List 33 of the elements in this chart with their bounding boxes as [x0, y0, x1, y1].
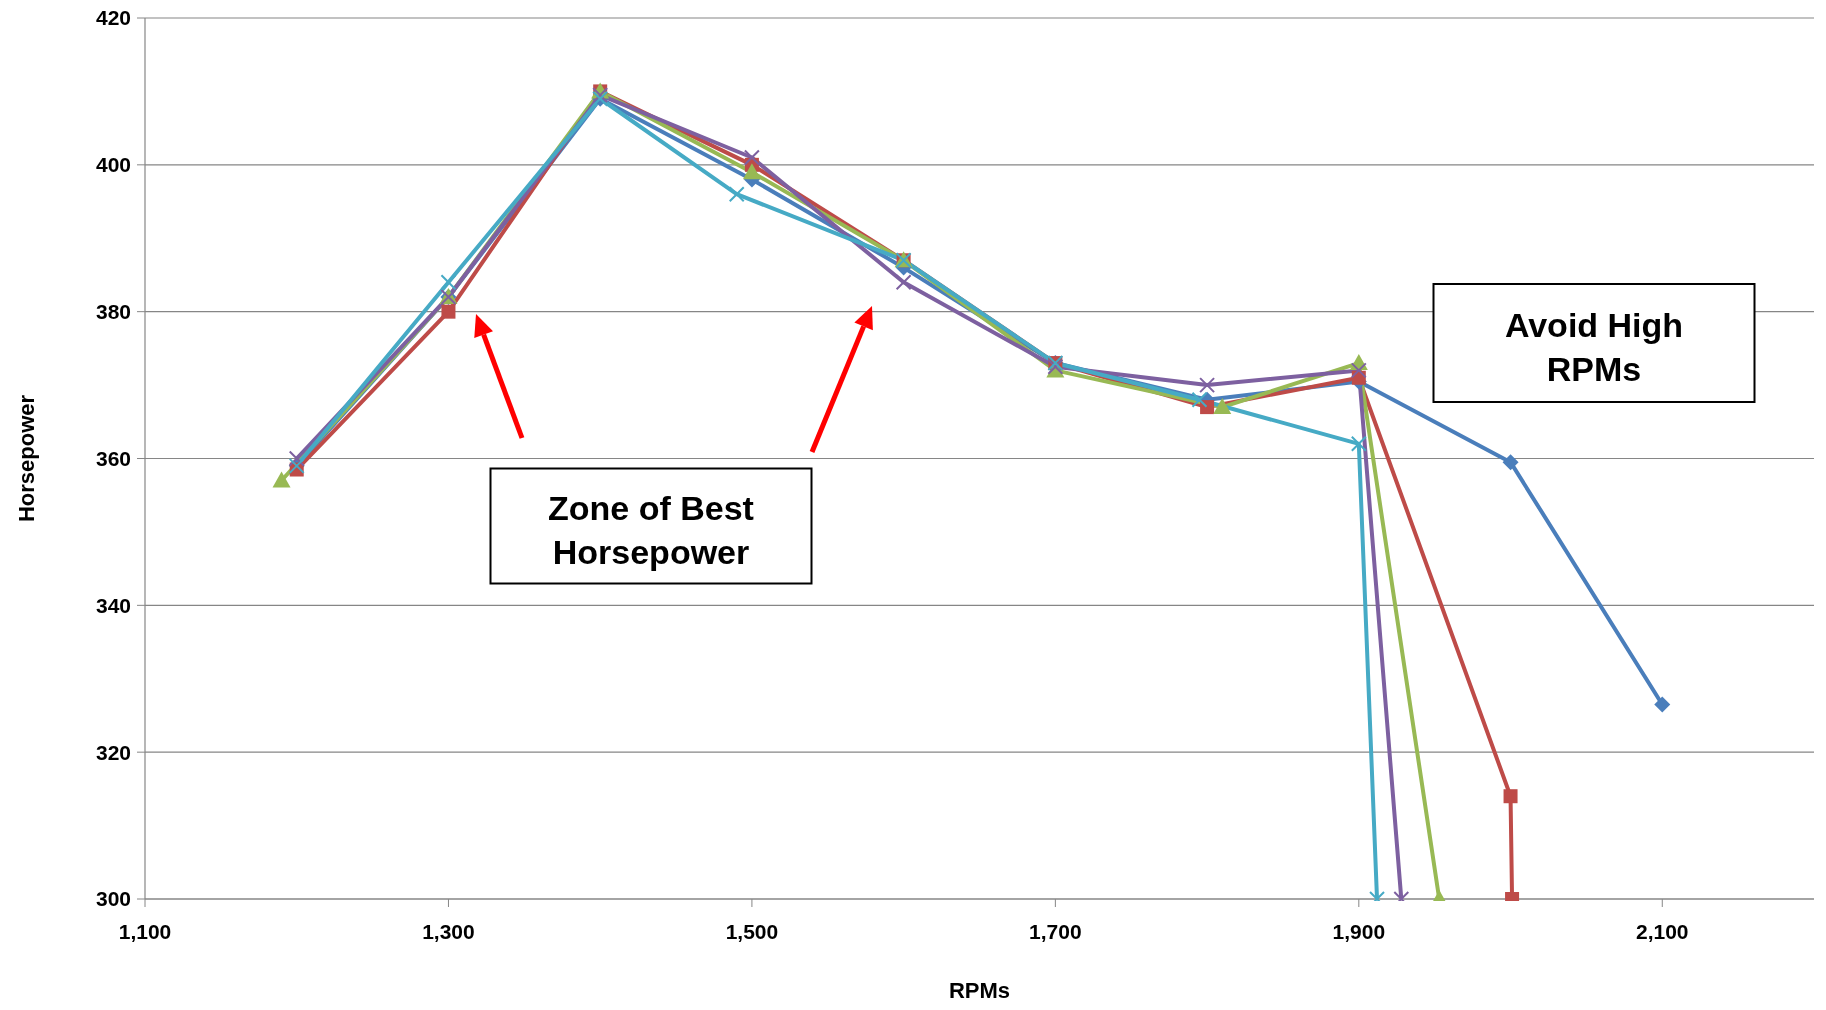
point — [742, 163, 761, 180]
y-tick-label: 420 — [95, 6, 131, 30]
point — [895, 274, 912, 291]
x-axis-title: RPMs — [948, 978, 1011, 1003]
point — [1654, 696, 1671, 713]
y-tick-label: 380 — [95, 300, 131, 324]
y-tick-label: 400 — [95, 153, 131, 177]
y-tick-label: 300 — [95, 887, 131, 911]
x-tick-label: 1,300 — [422, 920, 475, 943]
point — [272, 471, 291, 488]
point — [441, 304, 456, 319]
point — [1503, 789, 1518, 804]
point — [1350, 435, 1367, 452]
y-axis-title: Horsepower — [14, 394, 39, 523]
x-tick-label: 1,900 — [1332, 920, 1386, 943]
point — [1350, 362, 1367, 379]
point — [728, 186, 745, 203]
point — [1199, 377, 1216, 394]
x-tick-label: 1,700 — [1029, 920, 1082, 943]
y-tick-label: 320 — [95, 740, 131, 764]
x-tick-label: 1,500 — [725, 920, 779, 943]
point — [1191, 391, 1208, 408]
point — [1213, 398, 1232, 415]
x-tick-label: 2,100 — [1635, 920, 1689, 943]
point — [1200, 400, 1215, 415]
point — [1502, 454, 1519, 471]
point — [743, 149, 760, 166]
x-tick-label: 1,100 — [118, 920, 172, 943]
annotation: Zone of Best Horsepower — [548, 489, 754, 571]
point — [288, 450, 305, 467]
y-tick-label: 340 — [95, 593, 131, 617]
y-tick-label: 360 — [95, 446, 131, 470]
annotation: Avoid High RPMs — [1504, 306, 1684, 388]
